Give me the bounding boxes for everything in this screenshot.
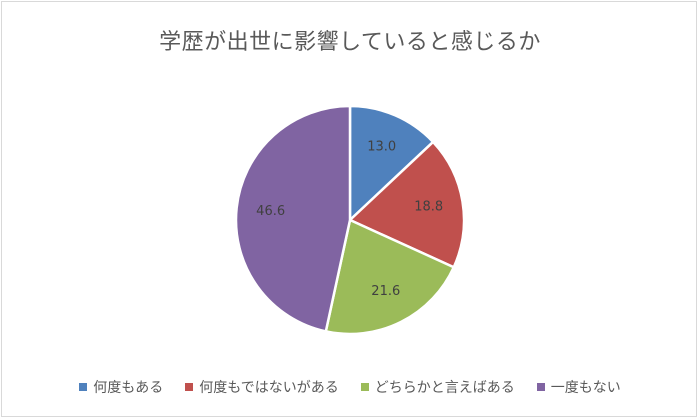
legend-label: 一度もない	[550, 380, 621, 396]
pie-value-label: 46.6	[256, 204, 285, 219]
legend-item: 何度もある	[79, 377, 163, 397]
legend-item: 一度もない	[536, 377, 621, 397]
legend-label: 何度もある	[93, 380, 164, 396]
legend-label: 何度もではないがある	[199, 380, 339, 396]
legend-swatch-2	[360, 383, 369, 391]
legend-swatch-3	[536, 383, 545, 391]
legend-item: どちらかと言えばある	[360, 377, 515, 397]
pie-slice-1	[348, 140, 466, 269]
pie-slices	[234, 104, 466, 336]
pie-value-labels: 13.0 18.8 21.6 46.6	[256, 139, 443, 299]
pie-value-label: 18.8	[414, 200, 443, 215]
legend-item: 何度もではないがある	[185, 377, 339, 397]
legend-label: どちらかと言えばある	[374, 380, 515, 396]
pie-slice-0	[348, 104, 435, 222]
legend: 何度もある 何度もではないがある どちらかと言えばある 一度もない	[2, 377, 698, 397]
pie-slice-2	[324, 218, 456, 336]
legend-swatch-0	[79, 383, 88, 391]
legend-swatch-1	[185, 383, 194, 391]
chart-title: 学歴が出世に影響していると感じるか	[159, 30, 541, 55]
pie-value-label: 21.6	[371, 284, 400, 299]
pie-slice-3	[234, 104, 352, 333]
pie-value-label: 13.0	[367, 139, 396, 154]
